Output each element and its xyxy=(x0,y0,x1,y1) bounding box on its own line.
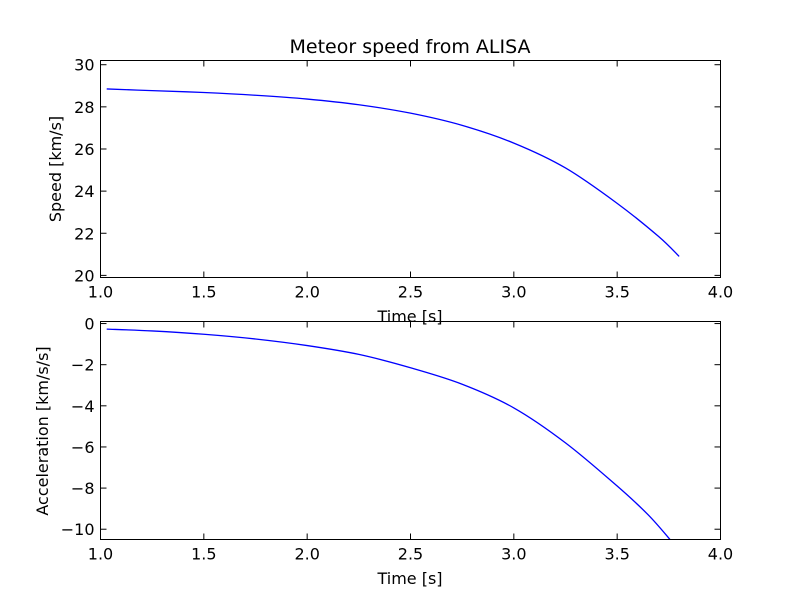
speed-y-tick-label: 26 xyxy=(74,140,94,159)
speed-x-tick-label: 4.0 xyxy=(708,283,733,302)
speed-plot-frame xyxy=(100,60,721,278)
chart-title: Meteor speed from ALISA xyxy=(290,36,531,58)
acceleration-ticks xyxy=(100,321,721,540)
speed-series-line xyxy=(106,88,680,257)
acceleration-x-tick-label: 1.0 xyxy=(88,545,113,564)
speed-subplot: Meteor speed from ALISA 1.0 1.5 2.0 2.5 3.0 3… xyxy=(46,36,733,326)
speed-y-tick-label: 28 xyxy=(74,98,94,117)
acceleration-y-tick-label: −4 xyxy=(71,397,95,416)
acceleration-x-tick-label: 2.0 xyxy=(294,545,319,564)
speed-ticks xyxy=(100,60,721,278)
acceleration-x-axis-label: Time [s] xyxy=(376,569,442,588)
acceleration-x-tick-label: 2.5 xyxy=(398,545,423,564)
speed-y-tick-label: 20 xyxy=(74,266,94,285)
speed-x-tick-label: 1.5 xyxy=(191,283,216,302)
acceleration-y-tick-label: −8 xyxy=(71,479,95,498)
acceleration-y-tick-label: −6 xyxy=(71,438,95,457)
acceleration-plot-frame xyxy=(100,321,721,540)
acceleration-x-tick-label: 3.5 xyxy=(604,545,629,564)
acceleration-x-tick-label: 1.5 xyxy=(191,545,216,564)
acceleration-x-tick-label: 4.0 xyxy=(708,545,733,564)
acceleration-x-tick-labels: 1.0 1.5 2.0 2.5 3.0 3.5 4.0 xyxy=(88,545,733,564)
speed-y-axis-label: Speed [km/s] xyxy=(46,116,65,222)
speed-x-tick-label: 2.5 xyxy=(398,283,423,302)
speed-x-tick-label: 3.5 xyxy=(604,283,629,302)
speed-y-tick-labels: 20 22 24 26 28 30 xyxy=(74,56,94,286)
acceleration-y-tick-label: 0 xyxy=(84,315,94,334)
acceleration-x-tick-label: 3.0 xyxy=(501,545,526,564)
acceleration-series-line xyxy=(106,328,671,540)
speed-x-tick-label: 2.0 xyxy=(294,283,319,302)
speed-y-tick-label: 24 xyxy=(74,182,94,201)
speed-x-axis-label: Time [s] xyxy=(376,307,442,326)
acceleration-y-tick-label: −2 xyxy=(71,356,95,375)
speed-x-tick-label: 3.0 xyxy=(501,283,526,302)
acceleration-y-tick-labels: 0 −2 −4 −6 −8 −10 xyxy=(61,315,95,540)
speed-y-tick-label: 30 xyxy=(74,56,94,75)
speed-x-tick-label: 1.0 xyxy=(88,283,113,302)
acceleration-y-tick-label: −10 xyxy=(61,520,95,539)
speed-x-tick-labels: 1.0 1.5 2.0 2.5 3.0 3.5 4.0 xyxy=(88,283,733,302)
acceleration-y-axis-label: Acceleration [km/s/s] xyxy=(33,346,52,515)
speed-y-tick-label: 22 xyxy=(74,224,94,243)
acceleration-subplot: 1.0 1.5 2.0 2.5 3.0 3.5 4.0 0 −2 −4 −6 −8 −10 Time … xyxy=(33,315,733,588)
